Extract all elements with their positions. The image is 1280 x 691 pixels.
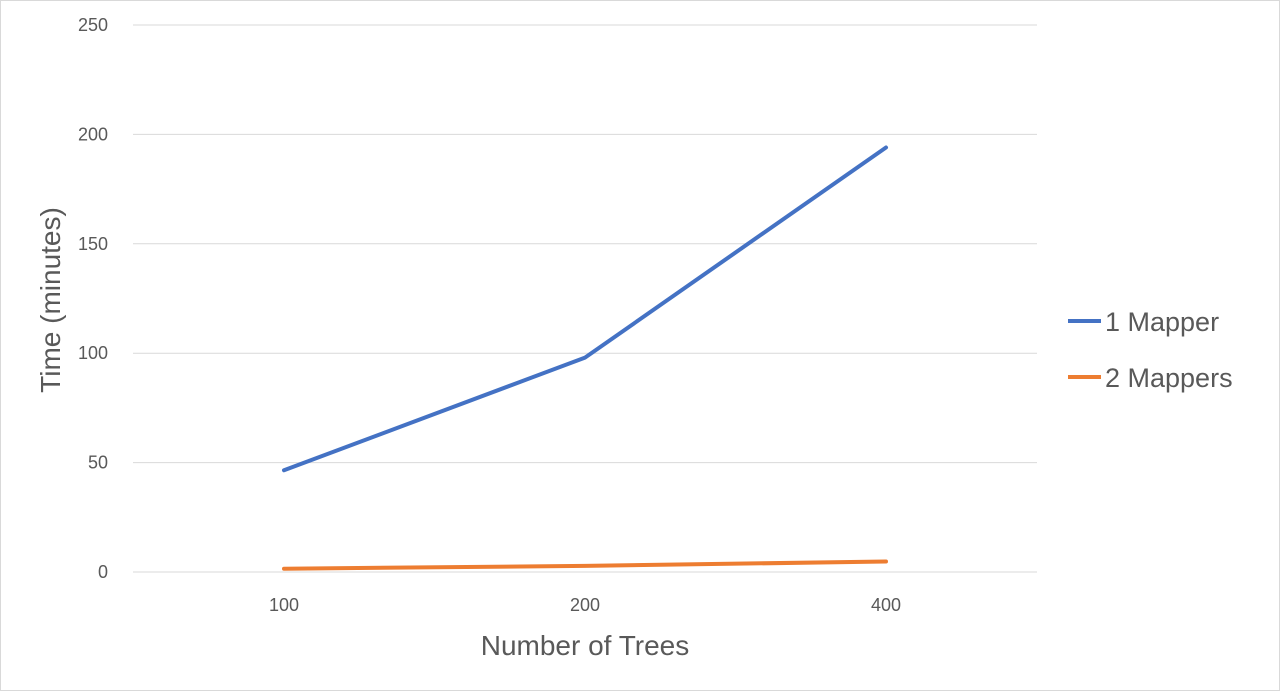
- y-tick-label: 150: [78, 234, 108, 254]
- y-tick-label: 200: [78, 124, 108, 144]
- y-tick-label: 100: [78, 343, 108, 363]
- x-axis-title: Number of Trees: [481, 630, 690, 661]
- y-axis-tick-labels: 0 50 100 150 200 250: [78, 15, 108, 582]
- gridlines: [133, 24, 1037, 573]
- series-line-1: [282, 145, 888, 473]
- legend-label: 2 Mappers: [1105, 363, 1233, 393]
- x-axis-tick-labels: 100 200 400: [269, 595, 901, 615]
- x-tick-label: 200: [570, 595, 600, 615]
- legend: 1 Mapper 2 Mappers: [1068, 307, 1233, 393]
- x-tick-label: 100: [269, 595, 299, 615]
- x-tick-label: 400: [871, 595, 901, 615]
- series-line-2: [282, 559, 888, 571]
- y-axis-title: Time (minutes): [35, 207, 66, 393]
- y-tick-label: 50: [88, 453, 108, 473]
- y-tick-label: 0: [98, 562, 108, 582]
- series-lines: [282, 145, 888, 571]
- y-tick-label: 250: [78, 15, 108, 35]
- legend-label: 1 Mapper: [1105, 307, 1219, 337]
